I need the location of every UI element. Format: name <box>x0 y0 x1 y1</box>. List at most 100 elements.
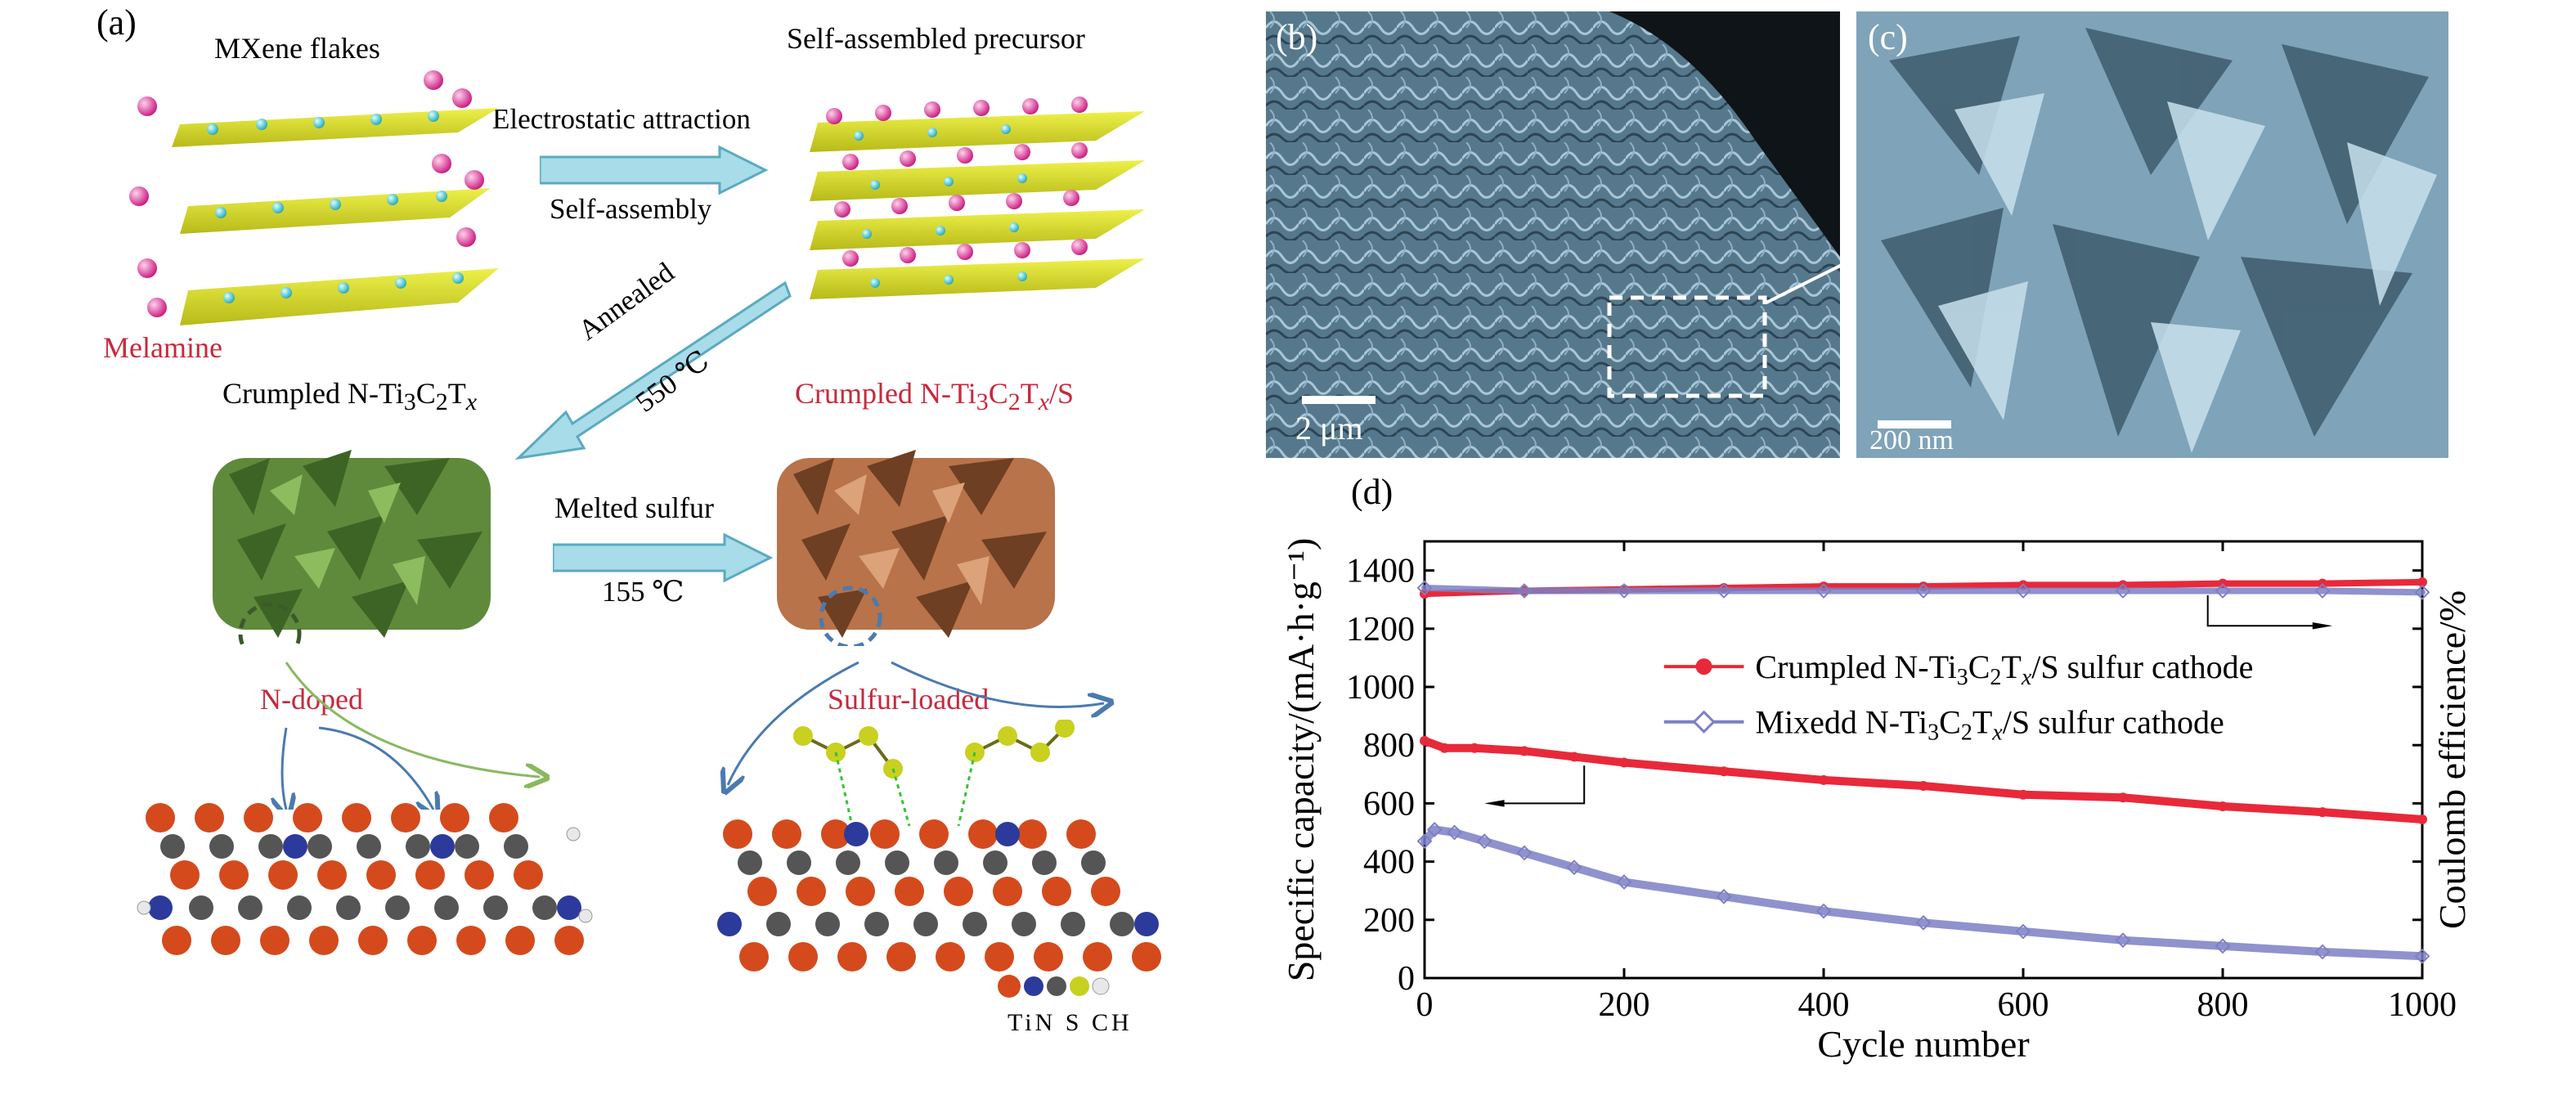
n-doped-lattice <box>137 803 593 955</box>
series-point <box>2218 801 2228 811</box>
panel-d-label: (d) <box>1351 472 1393 512</box>
precursor-stack <box>810 96 1145 299</box>
x-tick-label: 200 <box>1599 986 1650 1024</box>
n-doped-label: N-doped <box>260 683 363 716</box>
capacity-chart: 0 200 400 600 800 1000 0 200 400 600 800 1000 1200 14… <box>1280 538 2473 1065</box>
series-point <box>1815 903 1832 919</box>
legend-marker <box>1692 710 1716 734</box>
series-point <box>2115 583 2131 599</box>
series-point <box>1420 735 1429 746</box>
right-axis-pointer <box>2206 595 2322 627</box>
series-point <box>1616 583 1632 599</box>
melted-sulfur-label: Melted sulfur <box>554 491 714 524</box>
series-point <box>1447 824 1463 841</box>
sulfur-loaded-label: Sulfur-loaded <box>828 683 990 716</box>
crumpled-ntic-s-illustration <box>777 450 1055 646</box>
mxene-flake-stack <box>129 70 499 325</box>
atom-legend-text: TiN S CH <box>1008 1009 1133 1036</box>
series-point <box>1616 874 1632 890</box>
x-tick-label: 1000 <box>2388 986 2457 1024</box>
y-axis-label: Specific capacity/(mA·h·g⁻¹) <box>1280 538 1322 982</box>
series-point <box>1915 583 1932 599</box>
precursor-label: Self-assembled precursor <box>787 22 1085 55</box>
y-tick-label: 200 <box>1363 902 1415 940</box>
sem-image-c <box>1856 11 2448 458</box>
series-point <box>1470 743 1479 753</box>
left-axis-pointer <box>1494 765 1586 805</box>
scale-bar-c-label: 200 nm <box>1869 425 1954 456</box>
series-line <box>1421 584 2426 596</box>
series-point <box>1426 822 1443 837</box>
y-tick-label: 400 <box>1363 844 1415 882</box>
melted-temp-label: 155 ℃ <box>602 576 684 608</box>
series-point <box>1919 781 1928 792</box>
series-point <box>2015 923 2031 940</box>
series-point <box>2318 807 2327 818</box>
series-point <box>2417 814 2427 824</box>
series-point <box>1516 583 1533 599</box>
series-point <box>2015 583 2031 599</box>
y2-axis-label: Coulomb efficience/% <box>2431 590 2473 929</box>
series-point <box>1516 845 1533 861</box>
arrow-annealed <box>515 280 792 460</box>
series-point <box>1915 914 1932 931</box>
y-tick-label: 1200 <box>1346 611 1415 648</box>
series-point <box>1519 746 1529 756</box>
series-point <box>1416 580 1433 596</box>
series-point <box>1619 757 1629 768</box>
arrow-self-assembly <box>540 146 769 195</box>
series-point <box>1815 583 1832 599</box>
crumpled-ntic-illustration <box>213 450 491 646</box>
y-tick-label: 600 <box>1363 785 1415 823</box>
series-line <box>1420 736 2426 823</box>
left-axis-pointer-head <box>1484 800 1505 807</box>
panel-b-label: (b) <box>1276 17 1318 57</box>
series-point <box>1716 583 1732 599</box>
series-point <box>2314 583 2331 599</box>
scale-bar-b-label: 2 μm <box>1295 410 1363 447</box>
series-line <box>1420 825 2426 961</box>
crumpled-ntic-label: Crumpled N-Ti3C2Tx <box>222 377 478 416</box>
legend-entry: Crumpled N-Ti3C2Tx/S sulfur cathode <box>1755 648 2253 690</box>
y-tick-label: 800 <box>1363 727 1415 765</box>
x-tick-label: 0 <box>1416 986 1434 1024</box>
sulfur-loaded-lattice <box>717 720 1161 972</box>
y-tick-label: 0 <box>1398 960 1415 998</box>
series-point <box>2414 584 2430 600</box>
series-point <box>2417 577 2427 587</box>
x-tick-label: 400 <box>1798 986 1850 1024</box>
series-point <box>2414 948 2430 964</box>
arrow-melted-sulfur <box>553 533 774 582</box>
mxene-flakes-label: MXene flakes <box>214 32 380 65</box>
series-point <box>2018 789 2028 800</box>
y-tick-label: 1400 <box>1346 553 1415 590</box>
melamine-label: Melamine <box>103 331 222 364</box>
right-axis-pointer-head <box>2312 622 2333 630</box>
x-tick-label: 600 <box>1998 986 2049 1024</box>
electrostatic-label: Electrostatic attraction <box>492 103 751 135</box>
series-point <box>1416 833 1433 850</box>
plot-frame <box>1423 540 2424 980</box>
series-point <box>2115 932 2131 949</box>
series-point <box>1476 833 1492 850</box>
series-point <box>2314 944 2331 960</box>
series-point <box>1439 743 1450 753</box>
y-tick-label: 1000 <box>1346 669 1415 707</box>
series-point <box>1716 888 1732 904</box>
panel-c-label: (c) <box>1868 17 1908 57</box>
series-point <box>2118 792 2128 803</box>
x-axis-label: Cycle number <box>1817 1023 2029 1065</box>
legend-marker <box>1695 658 1712 675</box>
series-point <box>2215 938 2231 954</box>
x-tick-label: 800 <box>2197 986 2249 1024</box>
atom-legend-swatches <box>998 975 1110 998</box>
series-point <box>1819 774 1829 785</box>
sem-image-b <box>1266 11 1840 458</box>
legend-entry: Mixedd N-Ti3C2Tx/S sulfur cathode <box>1755 704 2224 746</box>
panel-a-label: (a) <box>96 2 137 43</box>
series-point <box>2215 583 2231 599</box>
crumpled-ntic-s-label: Crumpled N-Ti3C2Tx/S <box>795 377 1075 416</box>
series-point <box>1566 859 1582 876</box>
mxene-assembly-illustration <box>129 70 1145 325</box>
series-point <box>1569 752 1579 762</box>
